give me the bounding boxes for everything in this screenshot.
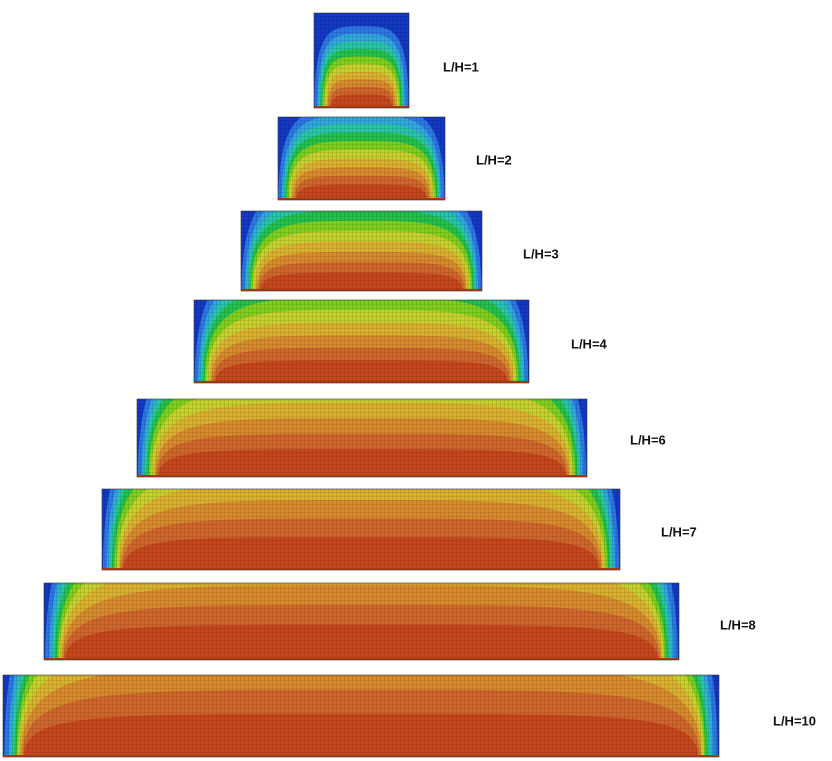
panel-border xyxy=(101,488,621,571)
contour-panel xyxy=(3,675,719,757)
panel-label: L/H=4 xyxy=(571,336,608,351)
contour-panel xyxy=(278,117,445,200)
contour-panel xyxy=(241,211,482,291)
panel-label: L/H=7 xyxy=(661,524,697,539)
panel-label: L/H=1 xyxy=(443,59,479,74)
panel-label: L/H=6 xyxy=(630,432,666,447)
contour-panel xyxy=(194,300,529,383)
panel-border xyxy=(277,116,446,201)
mesh xyxy=(314,13,409,108)
bottom-edge xyxy=(137,475,587,477)
mesh xyxy=(137,399,587,477)
panel-border xyxy=(240,210,483,292)
mesh xyxy=(278,117,445,200)
contour-panel xyxy=(44,583,679,660)
bottom-edge xyxy=(3,755,719,757)
panel-label: L/H=10 xyxy=(773,713,816,728)
panel-border xyxy=(313,12,410,109)
bottom-edge xyxy=(278,198,445,200)
panel-label: L/H=3 xyxy=(523,246,559,261)
panel-border xyxy=(193,299,530,384)
contour-panel xyxy=(314,13,409,108)
panel-border xyxy=(43,582,680,661)
mesh xyxy=(194,300,529,383)
bottom-edge xyxy=(102,568,620,570)
contour-panel xyxy=(137,399,587,477)
mesh xyxy=(3,675,719,757)
mesh xyxy=(102,489,620,570)
panel-label: L/H=2 xyxy=(476,152,512,167)
bottom-edge xyxy=(44,658,679,660)
bottom-edge xyxy=(314,106,409,108)
bottom-edge xyxy=(241,289,482,291)
panel-border xyxy=(136,398,588,478)
panel-border xyxy=(2,674,720,758)
bottom-edge xyxy=(194,381,529,383)
contour-panel xyxy=(102,489,620,570)
mesh xyxy=(241,211,482,291)
panel-label: L/H=8 xyxy=(720,617,756,632)
mesh xyxy=(44,583,679,660)
